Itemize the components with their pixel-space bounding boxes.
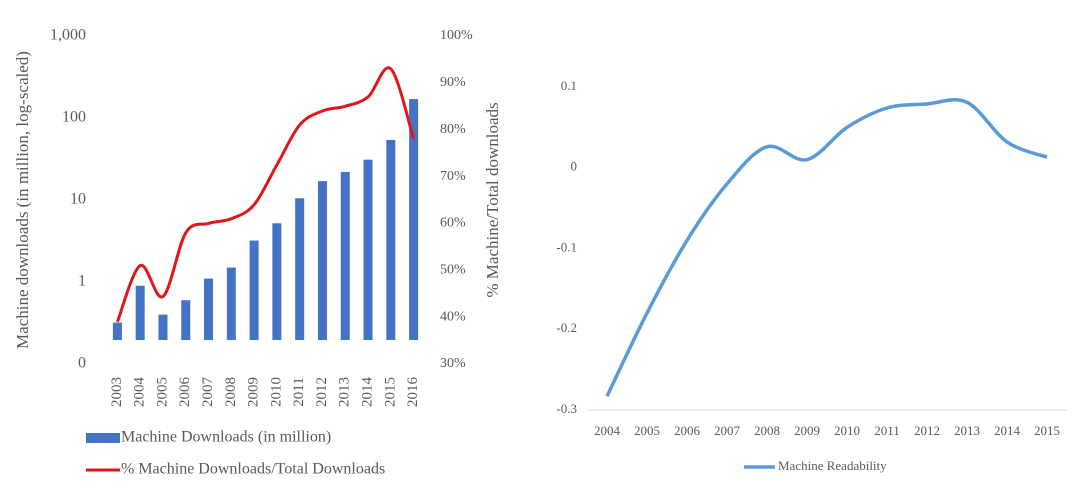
x-tick-label: 2010	[834, 423, 860, 438]
bar	[272, 223, 282, 340]
y2-tick-label: 50%	[440, 263, 466, 278]
x-tick-label: 2005	[154, 377, 170, 407]
y-tick-label: 0	[78, 355, 86, 372]
legend-label: Machine Downloads (in million)	[121, 429, 331, 446]
x-tick-label: 2004	[132, 377, 148, 408]
y-tick-label: -0.1	[556, 239, 577, 254]
x-tick-label: 2008	[754, 423, 780, 438]
bar	[317, 181, 327, 340]
x-tick-label: 2014	[359, 377, 375, 408]
y-tick-label: 0	[571, 159, 578, 174]
x-tick-label: 2006	[674, 423, 701, 438]
x-tick-label: 2015	[1034, 423, 1060, 438]
bar	[158, 314, 168, 340]
y2-tick-label: 90%	[440, 75, 466, 90]
bar	[135, 285, 145, 340]
bar	[340, 171, 350, 340]
line	[115, 66, 416, 323]
x-tick-label: 2006	[177, 377, 193, 408]
y-tick-label: 1,000	[50, 27, 86, 44]
line	[605, 98, 1048, 398]
x-tick-label: 2010	[268, 377, 284, 407]
x-tick-label: 2011	[874, 423, 900, 438]
y2-tick-label: 30%	[440, 356, 466, 371]
x-tick-label: 2014	[994, 423, 1021, 438]
y2-axis-label: % Machine/Total downloads	[483, 102, 502, 297]
x-tick-label: 2012	[914, 423, 940, 438]
right-chart: -0.3 -0.2 -0.1 0 0.1 2004 2005 2006 2007 2008 2009…	[556, 78, 1067, 473]
x-tick-label: 2012	[314, 377, 330, 407]
x-tick-label: 2004	[594, 423, 621, 438]
legend-swatch	[86, 433, 120, 443]
y2-tick-label: 70%	[440, 169, 466, 184]
x-tick-label: 2003	[109, 377, 125, 407]
bar	[249, 240, 259, 340]
x-tick-label: 2009	[246, 377, 262, 407]
x-tick-label: 2008	[223, 377, 239, 407]
x-tick-label: 2007	[714, 423, 741, 438]
bar	[204, 278, 214, 340]
x-tick-label: 2013	[337, 377, 353, 407]
x-tick-label: 2015	[382, 377, 398, 407]
y2-tick-label: 80%	[440, 122, 466, 137]
y-axis-label: Machine downloads (in million, log-scale…	[13, 51, 32, 349]
y-tick-label: 0.1	[561, 78, 577, 93]
bar	[226, 267, 236, 340]
y-tick-label: -0.3	[556, 401, 577, 416]
legend-label: Machine Readability	[778, 458, 887, 473]
y-tick-label: 1	[78, 273, 86, 290]
x-tick-label: 2016	[405, 377, 421, 408]
bar	[386, 139, 396, 340]
legend-label: % Machine Downloads/Total Downloads	[121, 461, 385, 478]
x-tick-label: 2011	[291, 377, 307, 406]
x-tick-label: 2005	[634, 423, 660, 438]
y2-tick-label: 100%	[440, 28, 473, 43]
bar	[363, 159, 373, 340]
y2-tick-label: 40%	[440, 309, 466, 324]
y2-tick-label: 60%	[440, 216, 466, 231]
bar	[181, 300, 191, 340]
y-tick-label: 100	[62, 109, 86, 126]
bar	[295, 198, 305, 340]
x-tick-label: 2007	[200, 377, 216, 408]
y-tick-label: -0.2	[556, 320, 577, 335]
x-tick-label: 2009	[794, 423, 820, 438]
left-chart: Machine downloads (in million, log-scale…	[13, 27, 502, 478]
bar	[409, 99, 419, 341]
x-tick-label: 2013	[954, 423, 980, 438]
y-tick-label: 10	[70, 191, 86, 208]
bar	[112, 322, 122, 340]
